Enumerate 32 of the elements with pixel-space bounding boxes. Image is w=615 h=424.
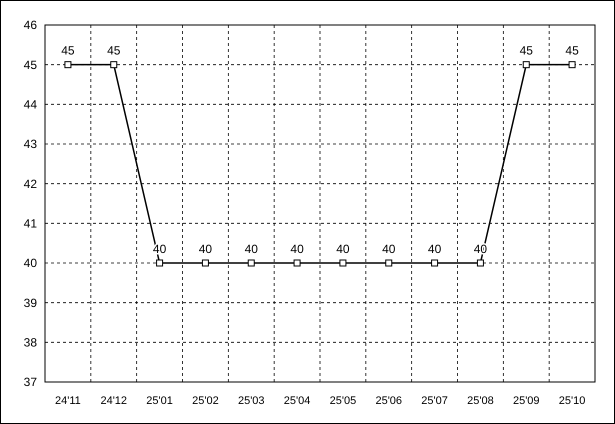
y-tick-label: 44: [24, 98, 38, 112]
y-tick-label: 43: [24, 137, 38, 152]
data-label: 40: [244, 242, 258, 256]
y-tick-label: 42: [24, 176, 38, 191]
x-tick-label: 25'02: [192, 395, 219, 407]
data-label: 40: [290, 242, 304, 256]
y-tick-label: 41: [24, 216, 38, 231]
y-tick-label: 46: [24, 18, 38, 32]
x-tick-label: 25'05: [330, 395, 356, 407]
y-tick-label: 39: [24, 296, 38, 310]
data-label: 45: [61, 44, 75, 58]
x-tick-label: 25'06: [375, 395, 402, 407]
x-tick-label: 25'10: [558, 395, 586, 407]
x-tick-label: 25'09: [512, 395, 540, 407]
data-label: 45: [520, 44, 534, 58]
x-tick-label: 25'07: [421, 395, 448, 407]
y-tick-label: 40: [24, 256, 38, 270]
y-tick-label: 38: [24, 336, 38, 350]
x-tick-label: 25'03: [238, 395, 265, 407]
data-label: 40: [336, 242, 350, 256]
data-label: 40: [382, 242, 396, 256]
data-label: 45: [107, 44, 121, 58]
x-tick-label: 25'01: [146, 395, 173, 407]
data-label: 40: [198, 242, 212, 256]
data-label: 40: [428, 242, 442, 256]
y-tick-label: 45: [24, 58, 38, 72]
x-tick-label: 24'12: [100, 395, 128, 407]
data-label: 45: [565, 44, 580, 58]
y-tick-label: 37: [24, 375, 38, 390]
x-tick-label: 25'04: [284, 395, 310, 407]
x-tick-label: 25'08: [467, 395, 494, 407]
x-tick-label: 24'11: [55, 395, 81, 407]
